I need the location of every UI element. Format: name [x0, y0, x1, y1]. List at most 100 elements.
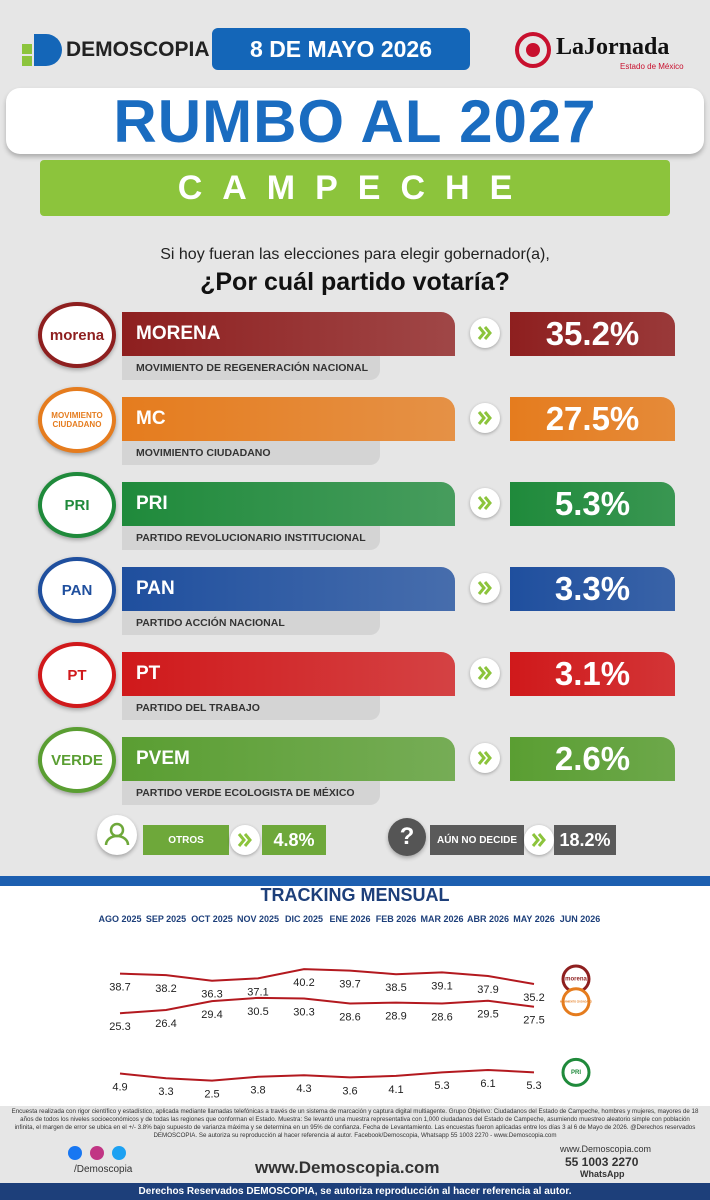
series-logo-text: PRI	[571, 1070, 581, 1076]
chevron	[230, 825, 260, 855]
data-label: 29.4	[201, 1009, 222, 1021]
series-logo-text: morena	[565, 977, 587, 983]
data-label: 38.7	[109, 982, 130, 994]
chevron-icon	[237, 833, 252, 847]
chevron-icon	[477, 666, 492, 680]
data-label: 30.3	[293, 1006, 314, 1018]
undecided-value: 18.2%	[554, 825, 616, 855]
series-line	[119, 996, 535, 1015]
series-logo	[561, 1057, 591, 1087]
party-full-name: PARTIDO REVOLUCIONARIO INSTITUCIONAL	[122, 526, 380, 550]
party-logo: PT	[38, 642, 116, 708]
chevron	[470, 488, 500, 518]
icon	[112, 1146, 126, 1160]
data-label: 29.5	[477, 1009, 498, 1021]
party-logo: PRI	[38, 472, 116, 538]
data-label: 28.6	[339, 1011, 360, 1023]
question-line2: ¿Por cuál partido votaría?	[200, 268, 510, 296]
undecided-icon: ?	[388, 818, 426, 856]
data-label: 6.1	[480, 1078, 495, 1090]
data-label: 4.9	[112, 1081, 127, 1093]
data-label: 28.6	[431, 1011, 452, 1023]
party-full-name: MOVIMIENTO DE REGENERACIÓN NACIONAL	[122, 356, 380, 380]
chevron-icon	[477, 581, 492, 595]
party-full-name: PARTIDO ACCIÓN NACIONAL	[122, 611, 380, 635]
chevron	[470, 403, 500, 433]
rights: Derechos Reservados DEMOSCOPIA, se autor…	[0, 1183, 710, 1200]
x-tick-label: ENE 2026	[329, 914, 370, 924]
contact-site: www.Demoscopia.com	[560, 1144, 652, 1154]
chevron-icon	[477, 496, 492, 510]
party-value: 35.2%	[510, 312, 675, 356]
x-tick-label: FEB 2026	[376, 914, 417, 924]
icon	[90, 1146, 104, 1160]
x-tick-label: NOV 2025	[237, 914, 279, 924]
partner-icon	[515, 32, 551, 68]
party-full-name: MOVIMIENTO CIUDADANO	[122, 441, 380, 465]
x-tick-label: JUN 2026	[560, 914, 601, 924]
data-label: 38.5	[385, 982, 406, 994]
party-name: MORENA	[122, 312, 455, 356]
data-label: 25.3	[109, 1021, 130, 1033]
chart-panel: TRACKING MENSUAL AGO 2025 SEP 2025 OCT 202…	[0, 885, 710, 1106]
party-name: PVEM	[122, 737, 455, 781]
chevron	[470, 573, 500, 603]
party-name: MC	[122, 397, 455, 441]
data-label: 5.3	[434, 1080, 449, 1092]
person-icon	[104, 822, 130, 846]
x-tick-label: OCT 2025	[191, 914, 233, 924]
data-label: 26.4	[155, 1018, 176, 1030]
party-value: 2.6%	[510, 737, 675, 781]
others-label: OTROS	[143, 825, 229, 855]
data-label: 3.6	[342, 1085, 357, 1097]
series-logo-text: MOVIMIENTO CIUDADANO	[560, 1000, 592, 1003]
band	[0, 876, 710, 886]
data-label: 40.2	[293, 977, 314, 989]
x-tick-label: DIC 2025	[285, 914, 323, 924]
question-line1: Si hoy fueran las elecciones para elegir…	[160, 246, 550, 263]
methodology: Encuesta realizada con rigor científico …	[11, 1108, 699, 1139]
date: 8 DE MAYO 2026	[212, 28, 470, 70]
chart-title: TRACKING MENSUAL	[261, 886, 450, 905]
x-tick-label: SEP 2025	[146, 914, 186, 924]
data-label: 3.8	[250, 1085, 265, 1097]
partner: LaJornada	[556, 34, 670, 60]
others-value: 4.8%	[262, 825, 326, 855]
data-label: 2.5	[204, 1089, 219, 1101]
party-value: 3.1%	[510, 652, 675, 696]
party-full-name: PARTIDO DEL TRABAJO	[122, 696, 380, 720]
header: DEMOSCOPIA 8 DE MAYO 2026 LaJornada Esta…	[0, 0, 710, 80]
series-logo	[561, 987, 591, 1017]
icon	[68, 1146, 82, 1160]
party-name: PRI	[122, 482, 455, 526]
party-logo: MOVIMIENTO CIUDADANO	[38, 387, 116, 453]
chevron	[470, 658, 500, 688]
whatsapp: WhatsApp	[580, 1169, 625, 1179]
party-name: PT	[122, 652, 455, 696]
data-label: 4.1	[388, 1084, 403, 1096]
brand-icon	[22, 34, 62, 66]
party-name: PAN	[122, 567, 455, 611]
data-label: 28.9	[385, 1010, 406, 1022]
brand: DEMOSCOPIA	[66, 38, 210, 61]
party-full-name: PARTIDO VERDE ECOLOGISTA DE MÉXICO	[122, 781, 380, 805]
x-tick-label: MAY 2026	[513, 914, 555, 924]
chevron-icon	[477, 751, 492, 765]
chevron-icon	[477, 411, 492, 425]
party-value: 3.3%	[510, 567, 675, 611]
party-logo: PAN	[38, 557, 116, 623]
data-label: 30.5	[247, 1006, 268, 1018]
series-line	[119, 1068, 535, 1082]
data-label: 36.3	[201, 989, 222, 1001]
data-label: 3.3	[158, 1086, 173, 1098]
party-logo: VERDE	[38, 727, 116, 793]
chevron-icon	[477, 326, 492, 340]
partner-sub: Estado de México	[620, 62, 684, 71]
data-label: 5.3	[526, 1080, 541, 1092]
chart: TRACKING MENSUAL AGO 2025 SEP 2025 OCT 202…	[98, 885, 601, 1101]
social-icons	[68, 1146, 126, 1160]
phone: 55 1003 2270	[565, 1155, 639, 1169]
undecided-label: AÚN NO DECIDE	[430, 825, 524, 855]
data-label: 4.3	[296, 1083, 311, 1095]
